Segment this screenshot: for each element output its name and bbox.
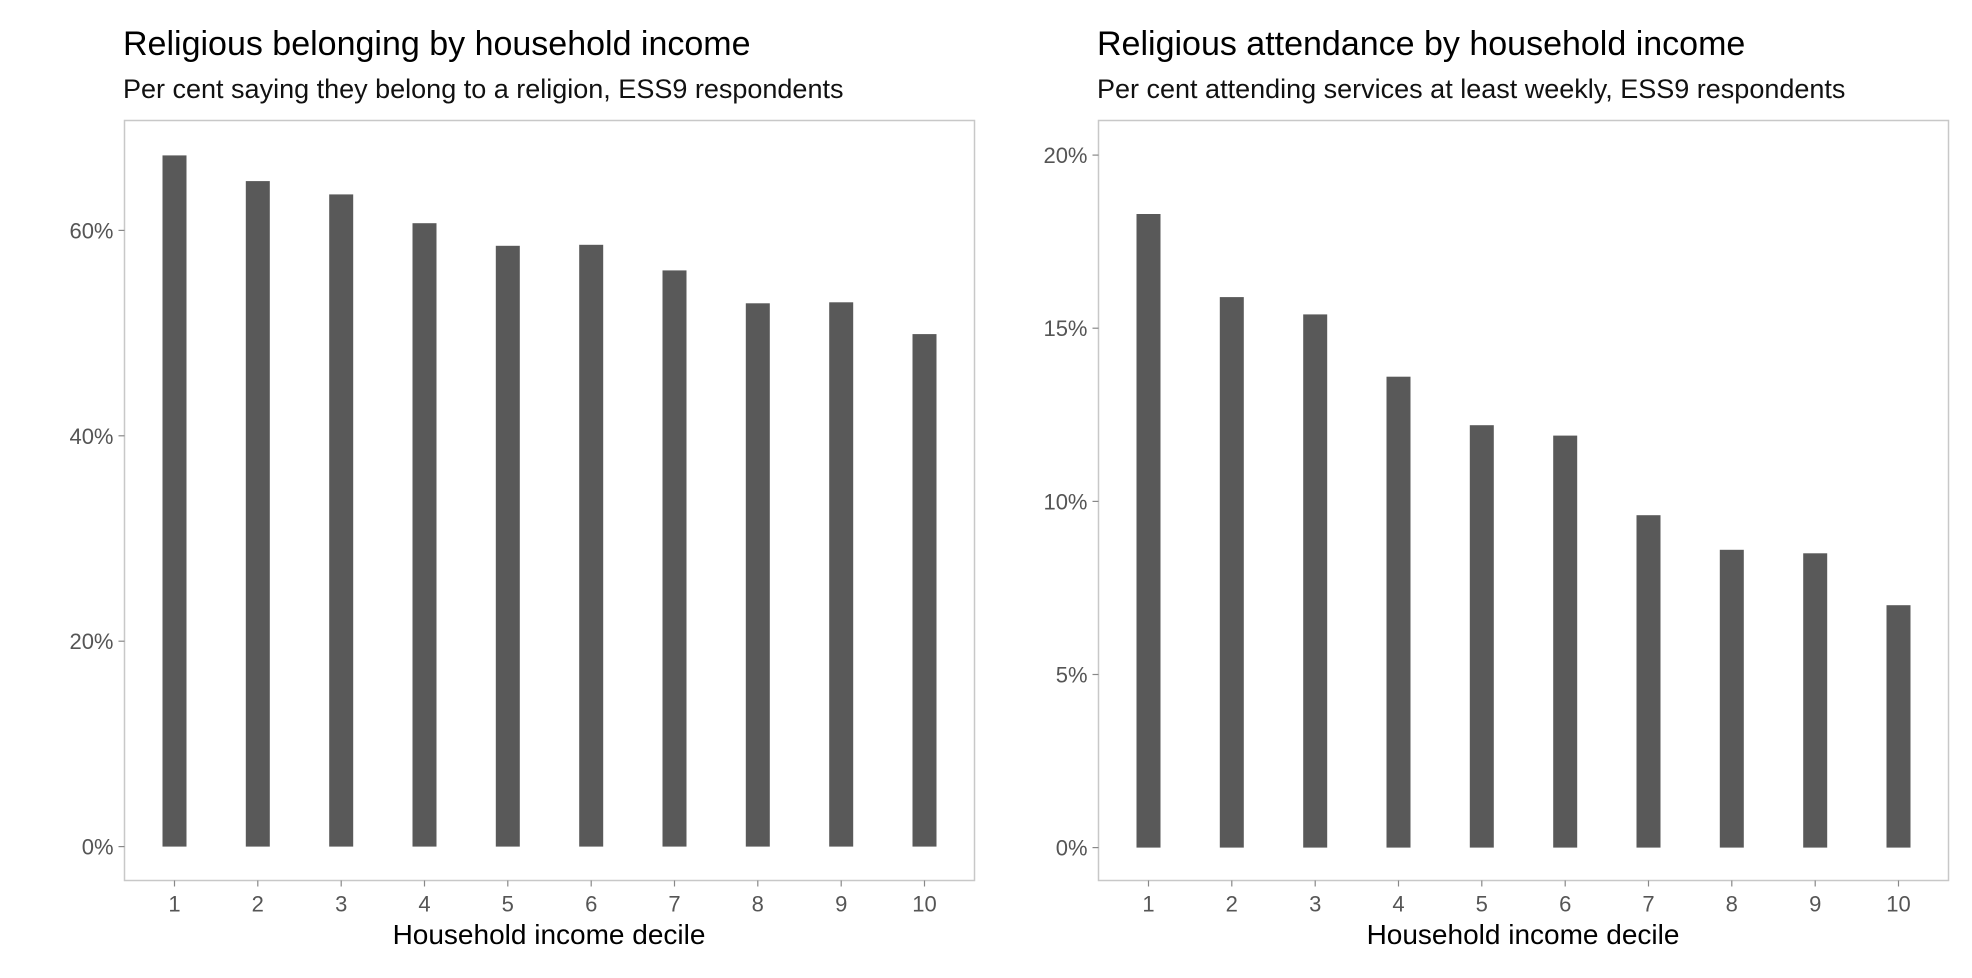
bar-series <box>1136 214 1911 848</box>
x-axis: 1 2 3 4 5 6 7 8 9 10 <box>168 880 937 917</box>
bar-decile-3 <box>329 194 354 847</box>
y-axis: 0% 5% 10% 15% 20% <box>1043 143 1099 861</box>
y-tick-label: 15% <box>1043 316 1087 341</box>
bar-series <box>162 155 937 847</box>
bar-decile-1 <box>1136 214 1161 848</box>
bar-decile-4 <box>1386 376 1411 848</box>
bar-decile-8 <box>745 303 770 847</box>
bar-decile-9 <box>1803 553 1828 848</box>
x-tick-label: 3 <box>1309 892 1321 917</box>
y-tick-label: 0% <box>1056 836 1088 861</box>
y-tick-label: 40% <box>69 424 113 449</box>
x-tick-label: 1 <box>1142 892 1154 917</box>
x-tick-label: 4 <box>418 892 430 917</box>
bar-decile-6 <box>1553 435 1578 848</box>
x-tick-label: 2 <box>1226 892 1238 917</box>
bar-decile-10 <box>1886 605 1911 848</box>
bar-decile-5 <box>1469 425 1494 848</box>
plot-panel-border <box>123 119 976 882</box>
bar-decile-10 <box>912 334 937 847</box>
bar-decile-5 <box>495 245 520 847</box>
x-tick-label: 9 <box>1809 892 1821 917</box>
bar-decile-9 <box>829 302 854 847</box>
y-tick-label: 10% <box>1043 489 1087 514</box>
y-tick-label: 5% <box>1056 663 1088 688</box>
chart-subtitle: Per cent attending services at least wee… <box>1097 74 1845 104</box>
x-tick-label: 1 <box>168 892 180 917</box>
y-tick-label: 60% <box>69 218 113 243</box>
y-tick-label: 20% <box>1043 143 1087 168</box>
bar-decile-7 <box>1636 515 1661 848</box>
x-tick-label: 5 <box>1476 892 1488 917</box>
x-tick-label: 3 <box>335 892 347 917</box>
x-tick-label: 7 <box>668 892 680 917</box>
bar-decile-4 <box>412 223 437 847</box>
chart-belonging: Religious belonging by household income … <box>69 25 976 950</box>
x-tick-label: 10 <box>912 892 936 917</box>
x-tick-label: 2 <box>252 892 264 917</box>
y-tick-label: 20% <box>69 629 113 654</box>
chart-subtitle: Per cent saying they belong to a religio… <box>123 74 843 104</box>
y-tick-label: 0% <box>82 835 114 860</box>
chart-title: Religious attendance by household income <box>1097 25 1745 63</box>
x-axis-title: Household income decile <box>1367 919 1680 950</box>
bar-decile-1 <box>162 155 187 847</box>
x-tick-label: 6 <box>585 892 597 917</box>
bar-decile-2 <box>245 181 270 847</box>
x-axis-title: Household income decile <box>393 919 706 950</box>
plot-panel-border <box>1097 119 1950 882</box>
bar-decile-6 <box>579 244 604 847</box>
x-tick-label: 6 <box>1559 892 1571 917</box>
bar-decile-3 <box>1303 314 1328 848</box>
bar-decile-8 <box>1719 549 1744 848</box>
chart-attendance: Religious attendance by household income… <box>1043 25 1950 950</box>
x-tick-label: 5 <box>502 892 514 917</box>
y-axis: 0% 20% 40% 60% <box>69 218 125 860</box>
x-tick-label: 9 <box>835 892 847 917</box>
x-tick-label: 8 <box>1726 892 1738 917</box>
x-axis: 1 2 3 4 5 6 7 8 9 10 <box>1142 880 1911 917</box>
x-tick-label: 8 <box>752 892 764 917</box>
chart-title: Religious belonging by household income <box>123 25 751 63</box>
x-tick-label: 7 <box>1642 892 1654 917</box>
x-tick-label: 10 <box>1886 892 1910 917</box>
x-tick-label: 4 <box>1392 892 1404 917</box>
bar-decile-7 <box>662 270 687 847</box>
bar-decile-2 <box>1219 297 1244 848</box>
